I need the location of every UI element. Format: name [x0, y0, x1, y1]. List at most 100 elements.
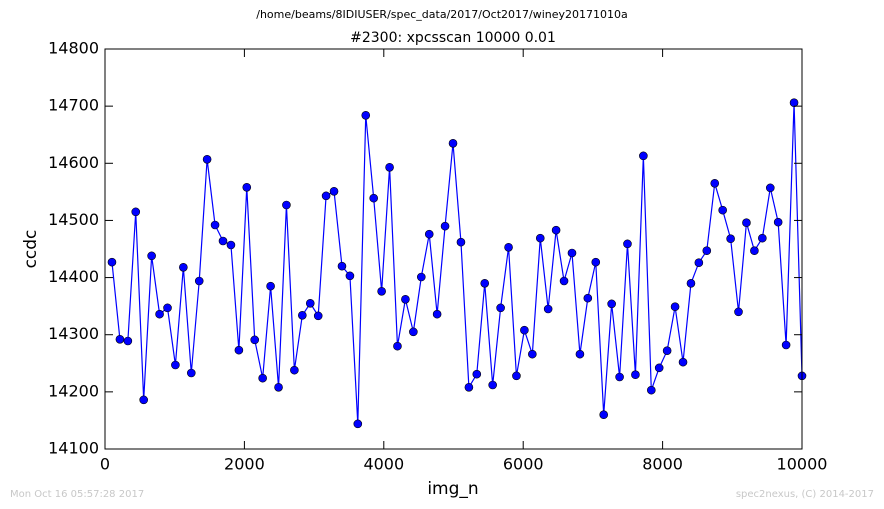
y-tick-label: 14400: [48, 267, 99, 286]
data-point: [504, 242, 513, 252]
data-point: [250, 335, 260, 345]
data-point: [353, 419, 363, 429]
data-point: [781, 340, 791, 350]
data-point: [369, 193, 378, 203]
data-point: [591, 257, 601, 267]
data-point: [694, 258, 704, 268]
plot-area: [107, 98, 807, 429]
data-point: [234, 345, 244, 355]
data-point: [480, 278, 490, 288]
x-tick-label: 0: [100, 455, 110, 474]
data-point: [567, 248, 577, 258]
data-point: [432, 309, 442, 319]
data-point: [345, 271, 355, 281]
data-point: [274, 382, 283, 392]
data-point: [789, 98, 799, 108]
y-tick-label: 14500: [48, 210, 99, 229]
x-axis-label: img_n: [427, 479, 478, 499]
data-point: [163, 303, 172, 313]
data-point: [559, 276, 569, 286]
data-point: [654, 363, 664, 373]
y-tick-label: 14600: [48, 153, 99, 172]
data-point: [583, 293, 593, 303]
data-point: [393, 341, 402, 351]
data-point: [147, 251, 156, 261]
y-axis-label: ccdc: [21, 230, 41, 269]
data-point: [329, 186, 339, 196]
data-point: [218, 236, 228, 246]
data-line: [111, 102, 803, 424]
data-point: [385, 162, 394, 172]
data-point: [710, 178, 720, 188]
footer-left: Mon Oct 16 05:57:28 2017: [10, 489, 144, 500]
data-point: [155, 309, 164, 319]
data-point: [186, 368, 196, 378]
data-point: [313, 311, 323, 321]
y-tick-label: 14100: [48, 439, 99, 458]
x-tick-label: 4000: [363, 455, 404, 474]
data-point: [670, 302, 680, 312]
y-tick-label: 14200: [48, 381, 99, 400]
data-point: [750, 246, 759, 256]
data-point: [242, 182, 252, 192]
data-point: [409, 327, 418, 337]
data-point: [615, 372, 624, 382]
data-point: [123, 336, 133, 346]
data-point: [496, 303, 505, 313]
suptitle: /home/beams/8IDIUSER/spec_data/2017/Oct2…: [256, 8, 628, 21]
data-point: [321, 191, 331, 201]
data-point: [662, 346, 672, 356]
data-point: [456, 237, 466, 247]
data-point: [773, 217, 783, 227]
x-tick-label: 2000: [224, 455, 265, 474]
data-point: [678, 357, 688, 367]
data-point: [734, 307, 743, 317]
data-point: [440, 221, 450, 231]
data-point: [718, 205, 727, 215]
data-point: [686, 278, 696, 288]
data-point: [520, 325, 529, 335]
plot-frame: [104, 48, 803, 450]
data-point: [131, 207, 141, 217]
data-point: [702, 246, 712, 256]
data-point: [290, 365, 299, 375]
x-tick-label: 10000: [777, 455, 828, 474]
data-point: [765, 183, 775, 193]
data-point: [361, 110, 371, 120]
footer-right: spec2nexus, (C) 2014-2017: [736, 489, 874, 500]
data-point: [258, 373, 267, 383]
data-point: [472, 369, 482, 379]
data-point: [202, 154, 212, 164]
data-point: [448, 138, 458, 148]
chart-title: #2300: xpcsscan 10000 0.01: [350, 30, 556, 46]
x-tick-label: 8000: [642, 455, 683, 474]
data-point: [210, 220, 220, 230]
data-point: [639, 151, 648, 161]
data-point: [401, 294, 410, 304]
data-point: [758, 233, 767, 243]
data-point: [107, 257, 117, 267]
y-tick-label: 14700: [48, 96, 99, 115]
y-tick-label: 14800: [48, 39, 99, 58]
data-point: [298, 310, 307, 320]
data-point: [282, 200, 291, 210]
data-point: [179, 262, 188, 272]
data-point: [575, 349, 585, 359]
data-point: [551, 225, 561, 235]
data-point: [528, 349, 537, 359]
data-point: [631, 370, 640, 380]
data-point: [139, 395, 148, 405]
data-point: [266, 281, 275, 291]
data-point: [742, 218, 751, 228]
data-point: [171, 360, 180, 370]
data-point: [115, 334, 125, 344]
data-point: [543, 304, 553, 314]
data-point: [726, 234, 735, 244]
data-point: [377, 286, 386, 296]
data-point: [535, 233, 545, 243]
data-point: [416, 272, 426, 282]
data-point: [337, 261, 347, 271]
data-point: [599, 410, 609, 420]
